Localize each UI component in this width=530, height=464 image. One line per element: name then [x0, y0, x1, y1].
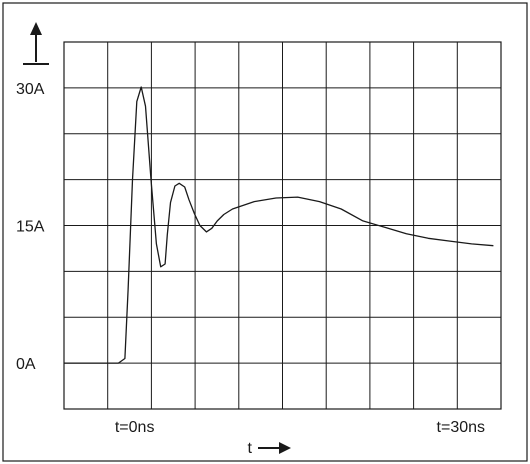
y-tick-label: 0A	[16, 356, 36, 373]
grid	[64, 42, 501, 409]
data-line-series-1	[64, 86, 494, 364]
y-axis-arrow-icon	[23, 22, 49, 65]
y-tick-label: 15A	[16, 219, 45, 236]
x-tick-label: t=30ns	[437, 419, 485, 436]
x-tick-labels: t=0ns t=30ns	[115, 419, 485, 436]
x-axis-label: t	[248, 440, 253, 457]
x-axis-arrow-icon	[258, 442, 291, 454]
y-tick-labels: 0A 15A 30A	[16, 81, 45, 373]
y-tick-label: 30A	[16, 81, 45, 98]
plot-area-border	[63, 41, 502, 410]
x-tick-label: t=0ns	[115, 419, 155, 436]
